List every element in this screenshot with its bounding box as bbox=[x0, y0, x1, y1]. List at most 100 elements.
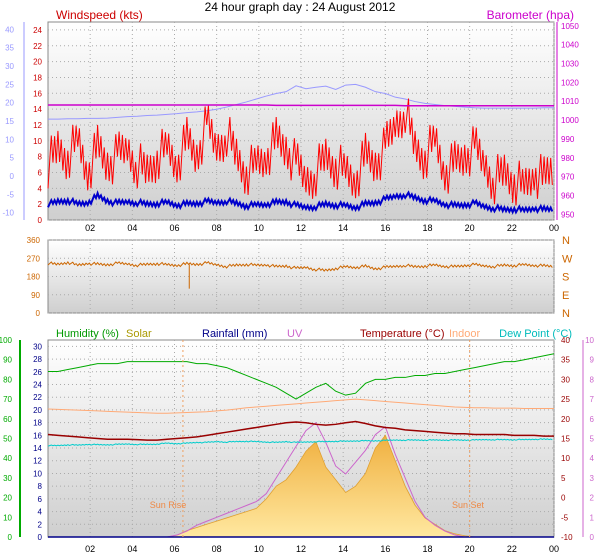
solar-tick-label: 8 bbox=[38, 482, 43, 491]
y-tick-label: 18 bbox=[33, 73, 42, 82]
y3-tick-label: 0 bbox=[10, 172, 15, 181]
x-tick-label: 22 bbox=[507, 544, 517, 554]
humidity-tick-label: 80 bbox=[3, 375, 12, 384]
temp-tick-label: 40 bbox=[561, 336, 570, 345]
y-tick-label: 8 bbox=[38, 153, 43, 162]
solar-tick-label: 12 bbox=[33, 457, 42, 466]
compass-label: N bbox=[562, 308, 570, 320]
humidity-tick-label: 60 bbox=[3, 415, 12, 424]
uv-tick-label: 4 bbox=[590, 454, 595, 463]
y-tick-label: 0 bbox=[38, 216, 43, 225]
uv-tick-label: 1 bbox=[590, 513, 595, 522]
y3-tick-label: 35 bbox=[5, 44, 14, 53]
sunset-label: Sun Set bbox=[452, 500, 485, 510]
x-tick-label: 02 bbox=[85, 544, 95, 554]
humidity-tick-label: 20 bbox=[3, 494, 12, 503]
solar-tick-label: 26 bbox=[33, 368, 42, 377]
y-tick-label: 90 bbox=[31, 291, 40, 300]
humidity-tick-label: 90 bbox=[3, 356, 12, 365]
x-tick-label: 22 bbox=[507, 223, 517, 233]
compass-label: W bbox=[562, 253, 573, 265]
temp-tick-label: 20 bbox=[561, 415, 570, 424]
y-tick-label: 2 bbox=[38, 200, 43, 209]
solar-tick-label: 28 bbox=[33, 355, 42, 364]
x-tick-label: 00 bbox=[549, 223, 559, 233]
solar-tick-label: 18 bbox=[33, 419, 42, 428]
uv-tick-label: 9 bbox=[590, 356, 595, 365]
y-tick-label: 12 bbox=[33, 121, 42, 130]
y3-tick-label: -10 bbox=[2, 209, 14, 218]
y2-tick-label: 990 bbox=[561, 135, 575, 144]
x-tick-label: 14 bbox=[338, 223, 348, 233]
y3-tick-label: 30 bbox=[5, 62, 14, 71]
legend-uv: UV bbox=[287, 328, 303, 340]
y2-tick-label: 1010 bbox=[561, 97, 579, 106]
compass-label: E bbox=[562, 290, 569, 302]
temp-tick-label: 0 bbox=[561, 494, 566, 503]
sunrise-label: Sun Rise bbox=[150, 500, 187, 510]
x-tick-label: 08 bbox=[212, 544, 222, 554]
temp-tick-label: 25 bbox=[561, 395, 570, 404]
solar-tick-label: 4 bbox=[38, 508, 43, 517]
dewpoint-line bbox=[47, 438, 553, 447]
y2-tick-label: 1020 bbox=[561, 78, 579, 87]
humidity-tick-label: 50 bbox=[3, 435, 12, 444]
x-tick-label: 12 bbox=[296, 223, 306, 233]
y-tick-label: 4 bbox=[38, 184, 43, 193]
humidity-tick-label: 40 bbox=[3, 454, 12, 463]
x-tick-label: 16 bbox=[380, 544, 390, 554]
wind-direction-line bbox=[47, 261, 553, 272]
humidity-tick-label: 30 bbox=[3, 474, 12, 483]
x-tick-label: 06 bbox=[169, 223, 179, 233]
x-tick-label: 10 bbox=[254, 544, 264, 554]
y2-tick-label: 960 bbox=[561, 191, 575, 200]
y-tick-label: 0 bbox=[36, 309, 41, 318]
x-tick-label: 14 bbox=[338, 544, 348, 554]
compass-label: N bbox=[562, 235, 570, 247]
solar-tick-label: 0 bbox=[38, 533, 43, 542]
solar-tick-label: 30 bbox=[33, 342, 42, 351]
chart-title: 24 hour graph day : 24 August 2012 bbox=[205, 0, 396, 14]
uv-tick-label: 3 bbox=[590, 474, 595, 483]
x-tick-label: 04 bbox=[127, 544, 137, 554]
x-tick-label: 08 bbox=[212, 223, 222, 233]
temp-tick-label: -5 bbox=[561, 513, 569, 522]
uv-tick-label: 8 bbox=[590, 375, 595, 384]
chart-marks: 0202040406060808101012121414161618182020… bbox=[0, 22, 595, 554]
x-tick-label: 06 bbox=[169, 544, 179, 554]
y-tick-label: 24 bbox=[33, 26, 42, 35]
y-tick-label: 16 bbox=[33, 89, 42, 98]
uv-tick-label: 5 bbox=[590, 435, 595, 444]
legend-rainfall: Rainfall (mm) bbox=[202, 328, 267, 340]
barometer-label: Barometer (hpa) bbox=[487, 8, 574, 22]
uv-tick-label: 0 bbox=[590, 533, 595, 542]
y3-tick-label: 20 bbox=[5, 99, 14, 108]
legend-dewpoint: Dew Point (°C) bbox=[499, 328, 572, 340]
y3-tick-label: 10 bbox=[5, 135, 14, 144]
humidity-tick-label: 70 bbox=[3, 395, 12, 404]
humidity-tick-label: 0 bbox=[8, 533, 13, 542]
solar-tick-label: 2 bbox=[38, 520, 43, 529]
y-tick-label: 360 bbox=[27, 236, 41, 245]
y-tick-label: 270 bbox=[27, 254, 41, 263]
x-tick-label: 20 bbox=[465, 544, 475, 554]
solar-tick-label: 20 bbox=[33, 406, 42, 415]
y2-tick-label: 1050 bbox=[561, 22, 579, 31]
x-tick-label: 18 bbox=[422, 544, 432, 554]
wind-gust-line bbox=[47, 98, 553, 206]
temp-tick-label: 10 bbox=[561, 454, 570, 463]
humidity-tick-label: 10 bbox=[3, 513, 12, 522]
x-tick-label: 12 bbox=[296, 544, 306, 554]
legend-humidity: Humidity (%) bbox=[56, 328, 119, 340]
x-tick-label: 02 bbox=[85, 223, 95, 233]
y2-tick-label: 1000 bbox=[561, 116, 579, 125]
y-tick-label: 20 bbox=[33, 58, 42, 67]
y3-tick-label: 5 bbox=[10, 154, 15, 163]
y-tick-label: 10 bbox=[33, 137, 42, 146]
y-tick-label: 14 bbox=[33, 105, 42, 114]
temp-tick-label: 15 bbox=[561, 435, 570, 444]
solar-tick-label: 14 bbox=[33, 444, 42, 453]
y3-tick-label: 15 bbox=[5, 117, 14, 126]
